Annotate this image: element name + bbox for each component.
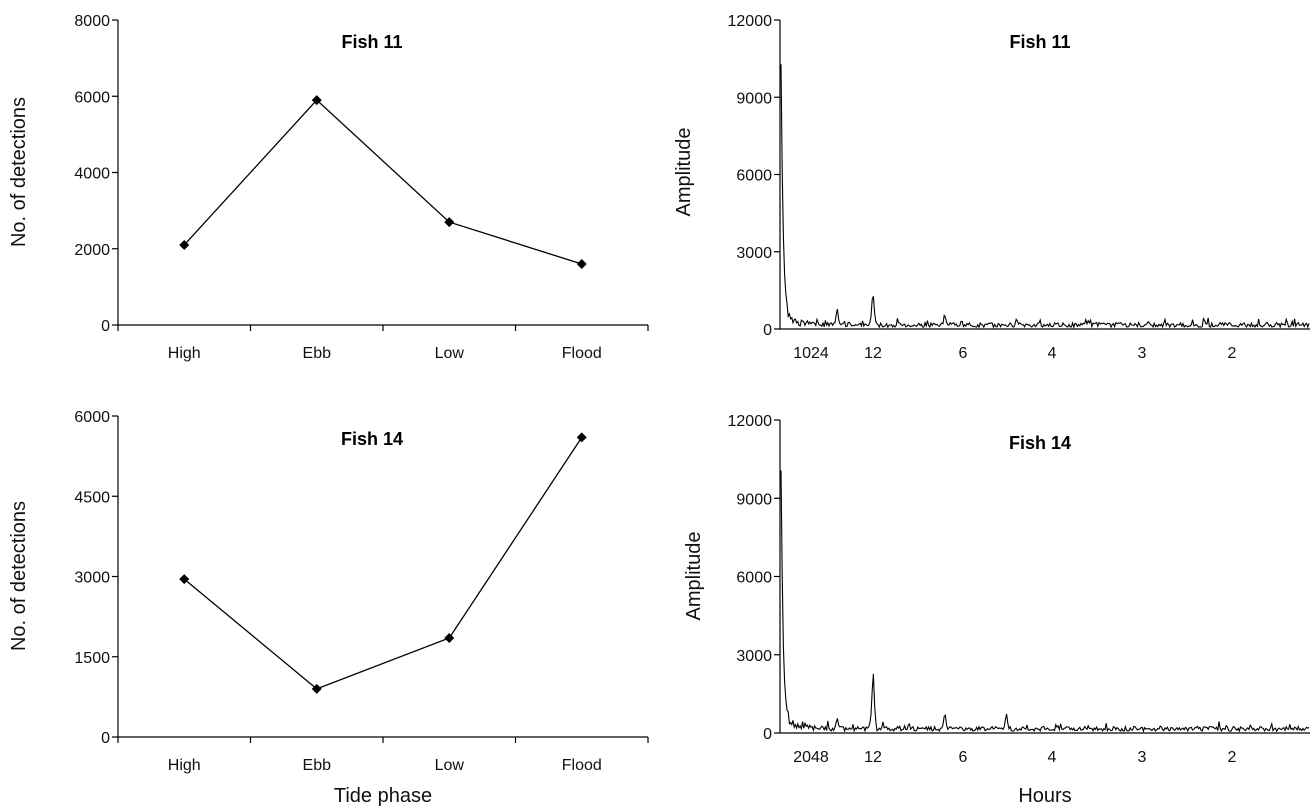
x-tick-label: 6 [959,345,968,362]
data-point-marker [444,633,455,644]
data-point-marker [444,217,455,228]
x-tick-label: 3 [1138,345,1147,362]
y-tick-label: 3000 [74,570,110,587]
y-tick-label: 8000 [74,13,110,30]
x-axis-title: Hours [1018,785,1071,807]
y-tick-label: 0 [101,730,110,747]
x-tick-label: 4 [1048,345,1057,362]
y-tick-label: 6000 [736,570,772,587]
y-tick-label: 6000 [74,89,110,106]
x-category-label: Low [435,757,465,774]
y-tick-label: 12000 [728,413,773,430]
x-category-label: High [168,345,201,362]
x-axis-title: Tide phase [334,785,432,807]
fish14-detections-panel: 0 1500 3000 4500 6000 High Ebb Low Flood Fish 14 N… [8,409,649,807]
chart-title: Fish 14 [341,429,403,449]
x-tick-label: 3 [1138,749,1147,766]
data-point-marker [179,239,190,250]
x-tick-label: 12 [864,749,882,766]
x-category-label: High [168,757,201,774]
y-axis-title: Amplitude [673,128,695,217]
data-point-marker [576,432,587,443]
series-line [183,99,582,265]
data-point-marker [179,574,190,585]
x-tick-label: 2048 [793,749,829,766]
spectrum-series-line [780,64,1310,329]
x-category-label: Ebb [303,757,332,774]
x-category-label: Low [435,345,465,362]
x-tick-label: 12 [864,345,882,362]
fish11-detections-panel: 0 2000 4000 6000 8000 High Ebb Low Flood Fish 11 N… [8,13,649,362]
data-point-marker [311,683,322,694]
x-tick-label: 4 [1048,749,1057,766]
y-tick-label: 6000 [74,409,110,426]
y-tick-label: 0 [763,322,772,339]
y-axis-title: No. of detections [8,501,30,651]
fish14-spectrum-panel: 0 3000 6000 9000 12000 2048 12 6 4 3 2 Fish 14 Ampli… [683,413,1310,807]
x-tick-label: 1024 [793,345,829,362]
chart-title: Fish 11 [1009,32,1070,52]
x-category-label: Ebb [303,345,332,362]
x-tick-label: 6 [959,749,968,766]
y-tick-label: 4500 [74,489,110,506]
y-tick-label: 0 [101,318,110,335]
data-point-marker [311,95,322,106]
series-line [183,437,583,690]
y-tick-label: 3000 [736,245,772,262]
y-axis-title: No. of detections [8,97,30,247]
data-point-marker [576,259,587,269]
y-tick-label: 12000 [728,13,773,30]
x-category-label: Flood [562,757,602,774]
y-tick-label: 4000 [74,166,110,183]
chart-title: Fish 14 [1009,433,1071,453]
y-tick-label: 3000 [736,648,772,665]
x-category-label: Flood [562,345,602,362]
y-tick-label: 9000 [736,491,772,508]
y-tick-label: 9000 [736,90,772,107]
chart-title: Fish 11 [341,32,402,52]
y-tick-label: 6000 [736,168,772,185]
x-tick-label: 2 [1228,345,1237,362]
y-axis-title: Amplitude [683,532,705,621]
spectrum-series-line [780,470,1310,733]
fish11-spectrum-panel: 0 3000 6000 9000 12000 1024 12 6 4 3 2 Fish 11 Ampli… [673,13,1310,362]
y-tick-label: 1500 [74,650,110,667]
x-tick-label: 2 [1228,749,1237,766]
y-tick-label: 0 [763,726,772,743]
y-tick-label: 2000 [74,242,110,259]
